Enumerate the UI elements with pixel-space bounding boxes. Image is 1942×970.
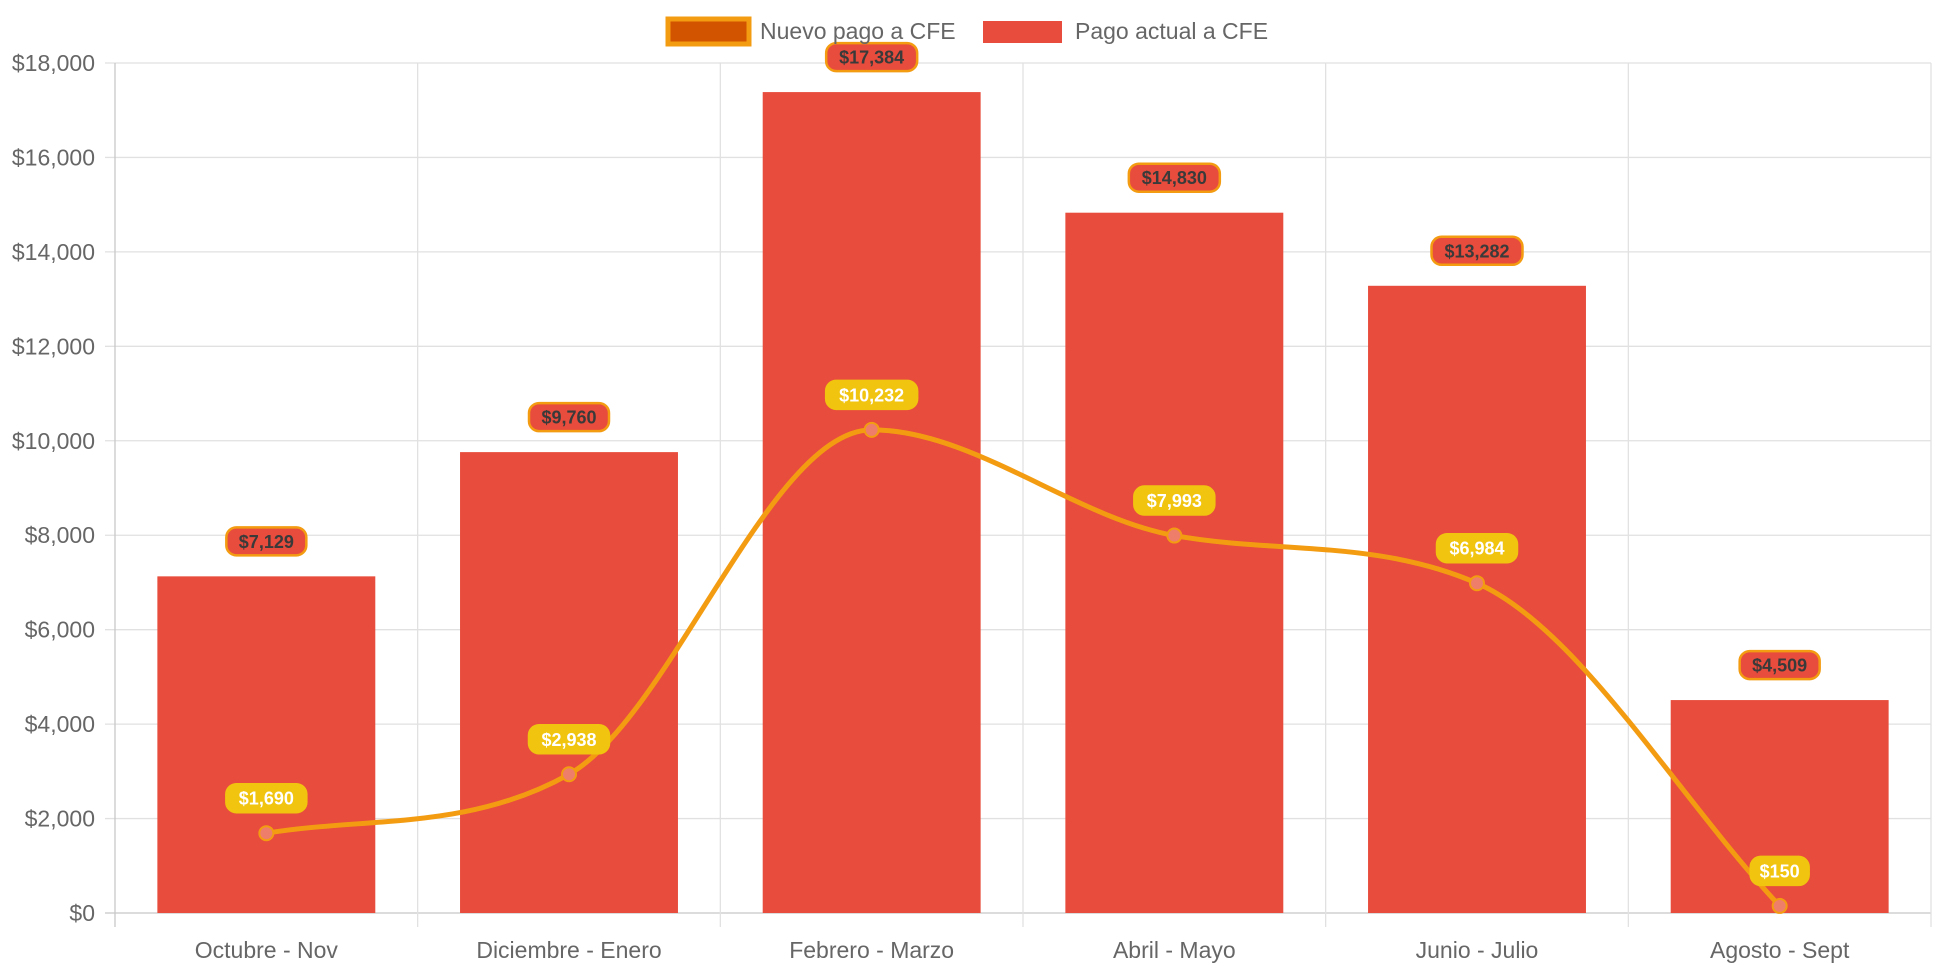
bar-value-label: $13,282 (1444, 241, 1509, 261)
y-tick-label: $8,000 (25, 522, 95, 548)
line-value-label: $6,984 (1449, 539, 1504, 559)
line-value-label: $10,232 (839, 385, 904, 405)
bar-value-label-bg (225, 526, 308, 557)
x-tick-label: Junio - Julio (1416, 937, 1539, 963)
bar[interactable] (1368, 285, 1586, 913)
bar-layer (157, 92, 1889, 914)
legend-item-pago-actual[interactable]: Pago actual a CFE (983, 18, 1268, 44)
bar[interactable] (1065, 212, 1284, 913)
line-value-label: $150 (1760, 861, 1800, 881)
y-tick-label: $18,000 (12, 50, 95, 76)
y-tick-label: $10,000 (12, 428, 95, 454)
line-value-label-bg (1133, 485, 1216, 516)
bar-value-label: $4,509 (1752, 656, 1807, 676)
x-tick-label: Diciembre - Enero (476, 937, 661, 963)
line-value-label: $7,993 (1147, 491, 1202, 511)
line-value-label-bg (527, 724, 611, 755)
x-tick-label: Octubre - Nov (195, 937, 339, 963)
y-tick-label: $16,000 (12, 144, 95, 170)
y-tick-label: $2,000 (25, 806, 95, 832)
line-point[interactable] (1469, 575, 1485, 592)
x-tick-label: Febrero - Marzo (789, 937, 954, 963)
bar[interactable] (762, 92, 981, 914)
y-tick-label: $0 (69, 900, 95, 926)
line-point[interactable] (561, 766, 577, 783)
bar[interactable] (157, 576, 376, 913)
data-label-layer: $7,129 $9,760 $17,384 $14,830 $13,282 $4,509 $… (225, 41, 1821, 887)
bar-value-label-bg (1738, 649, 1821, 681)
legend[interactable]: Nuevo pago a CFE Pago actual a CFE (665, 16, 1268, 47)
line-point[interactable] (1166, 527, 1183, 544)
y-tick-label: $6,000 (25, 617, 95, 643)
y-tick-label: $4,000 (25, 711, 95, 737)
bar-value-label: $9,760 (541, 408, 596, 428)
bar-value-label: $14,830 (1142, 168, 1207, 188)
legend-label-nuevo-pago: Nuevo pago a CFE (760, 18, 956, 44)
line-point[interactable] (1771, 897, 1788, 914)
y-tick-label: $14,000 (12, 239, 95, 265)
bar-value-label-bg (1127, 162, 1222, 193)
line-value-label-bg (1749, 855, 1810, 887)
line-value-label: $1,690 (239, 789, 294, 809)
bar[interactable] (460, 452, 678, 913)
series-line-nuevo-pago (263, 427, 1783, 909)
line-value-label: $2,938 (541, 730, 596, 750)
legend-swatch-nuevo-pago (665, 16, 752, 47)
bar-value-label-bg (527, 401, 611, 433)
legend-item-nuevo-pago[interactable]: Nuevo pago a CFE (665, 16, 956, 47)
bar-value-label: $17,384 (839, 48, 904, 68)
line-value-label-bg (1435, 532, 1519, 564)
bar-value-label: $7,129 (239, 532, 294, 552)
line-point[interactable] (258, 825, 275, 842)
line-value-label-bg (824, 379, 919, 411)
axis-layer: $0 $2,000 $4,000 $6,000 $8,000 $10,000 $12,000… (12, 50, 1850, 963)
legend-swatch-pago-actual (983, 21, 1062, 43)
x-tick-label: Abril - Mayo (1113, 937, 1236, 963)
line-layer (258, 421, 1788, 914)
y-tick-label: $12,000 (12, 333, 95, 359)
grid-layer (105, 62, 1932, 927)
legend-label-pago-actual: Pago actual a CFE (1075, 18, 1268, 44)
line-point[interactable] (863, 421, 880, 438)
line-value-label-bg (225, 782, 308, 814)
bar-value-label-bg (1430, 235, 1524, 267)
bar-value-label-bg (824, 41, 919, 73)
x-tick-label: Agosto - Sept (1710, 937, 1850, 963)
